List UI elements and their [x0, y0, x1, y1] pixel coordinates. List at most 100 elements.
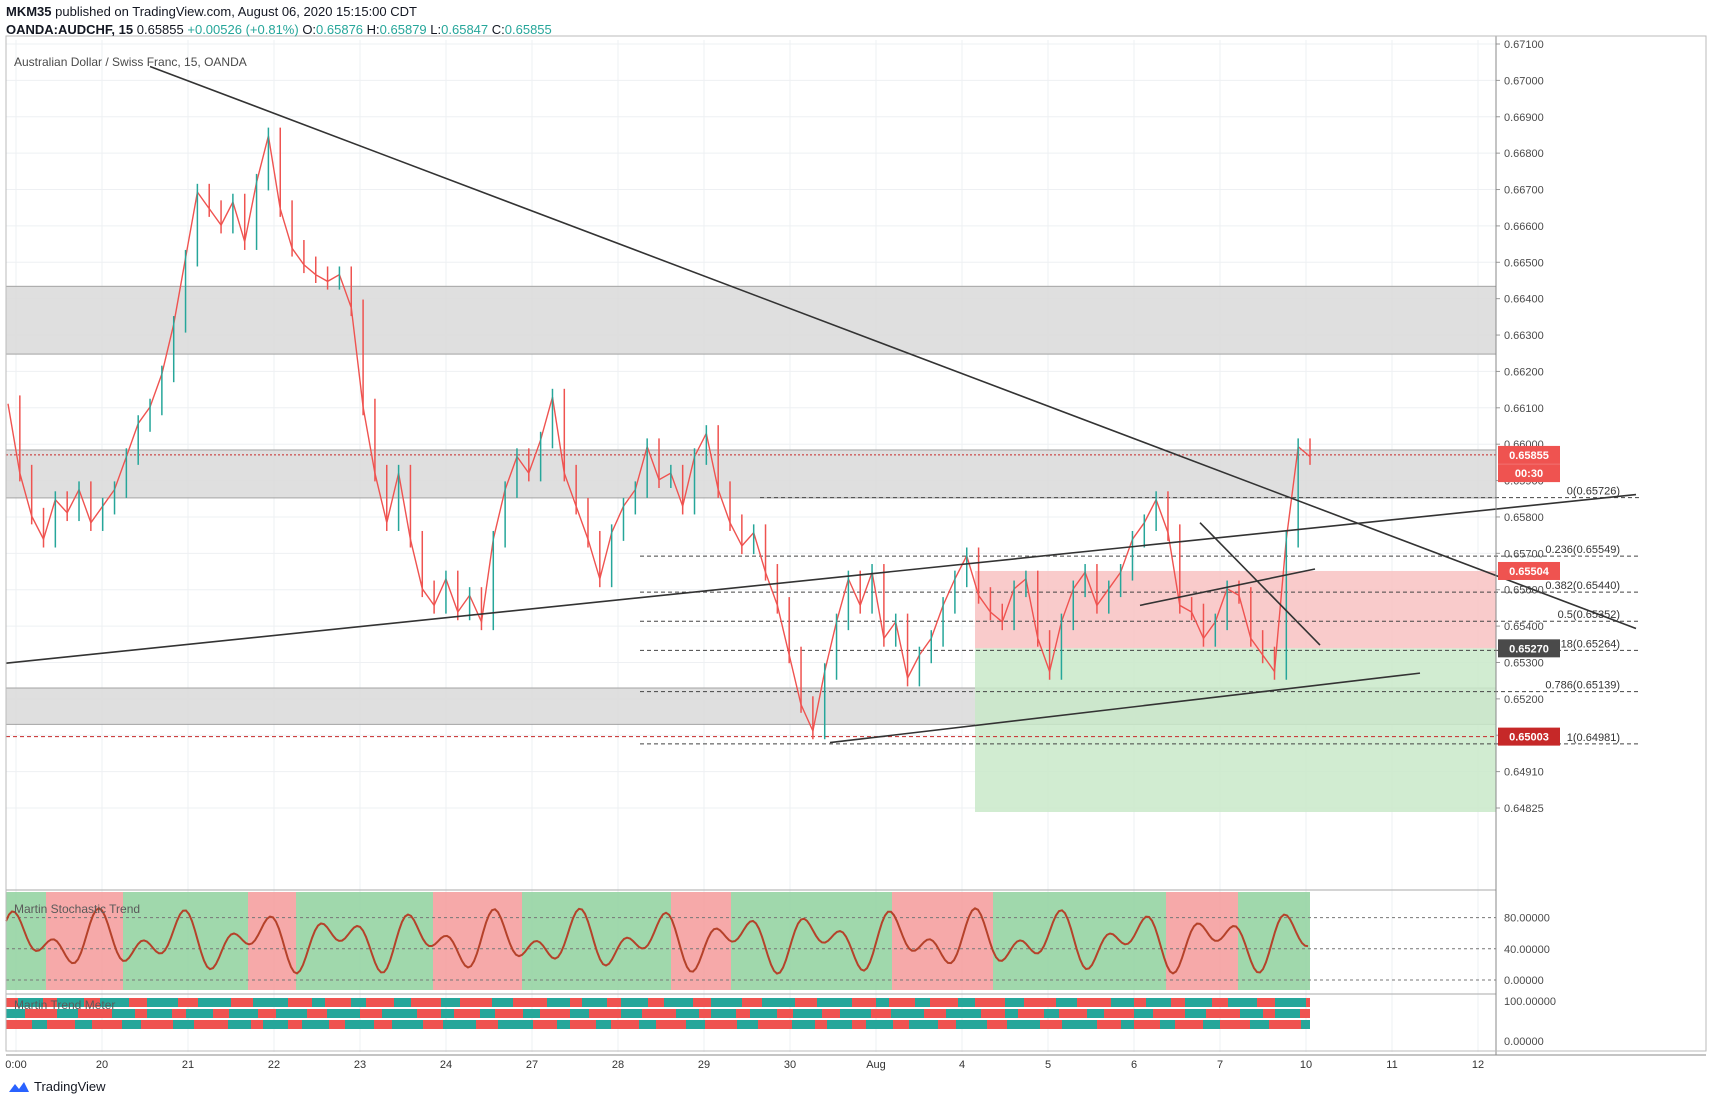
fib-level-label: 0.382(0.65440)	[1545, 580, 1620, 592]
meter-cell	[411, 998, 441, 1007]
x-tick-label: 20	[96, 1059, 108, 1071]
support-resistance-zones	[5, 285, 1497, 725]
meter-cell	[366, 998, 394, 1007]
x-tick-label: 10	[1300, 1059, 1312, 1071]
x-tick-label: 0:00	[5, 1059, 26, 1071]
meter-cell	[656, 1020, 686, 1029]
meter-cell	[460, 998, 492, 1007]
y-tick-label: 0.67100	[1504, 39, 1544, 51]
meter-cell	[705, 1020, 737, 1029]
low-label: L:	[430, 22, 442, 37]
stoch-band	[167, 892, 248, 990]
meter-cell	[621, 998, 648, 1007]
meter-cell	[263, 1020, 288, 1029]
y-tick-label: 0.65300	[1504, 657, 1544, 669]
meter-cell	[394, 998, 411, 1007]
publisher[interactable]: MKM35	[6, 4, 52, 19]
meter-cell	[795, 998, 817, 1007]
meter-cell	[596, 1020, 611, 1029]
meter-cell	[441, 998, 460, 1007]
meter-cell	[737, 1020, 758, 1029]
trend-lines	[5, 65, 1637, 744]
meter-cell	[889, 998, 915, 1007]
meter-cell	[173, 1020, 194, 1029]
high-label: H:	[366, 22, 380, 37]
high-value: 0.65879	[379, 22, 427, 37]
meter-cell	[648, 998, 664, 1007]
meter-cell	[1185, 1009, 1206, 1018]
meter-cell	[1044, 1009, 1059, 1018]
x-tick-label: 12	[1472, 1059, 1484, 1071]
meter-cell	[57, 998, 84, 1007]
meter-cell	[1018, 1009, 1044, 1018]
meter-cell	[476, 1020, 498, 1029]
fib-level-label: 0.618(0.65264)	[1545, 638, 1620, 650]
meter-cell	[1077, 998, 1111, 1007]
open-label: O:	[302, 22, 317, 37]
meter-cell	[43, 998, 57, 1007]
meter-cell	[664, 998, 693, 1007]
meter-cell	[1097, 1020, 1121, 1029]
x-tick-label: 7	[1217, 1059, 1223, 1071]
meter-cell	[1134, 998, 1146, 1007]
stoch-band	[1061, 892, 1166, 990]
meter-cell	[288, 1020, 302, 1029]
meter-cell	[1062, 1020, 1097, 1029]
meter-cell	[676, 1009, 699, 1018]
meter-cell	[1257, 998, 1275, 1007]
meter-cell	[570, 1020, 596, 1029]
meter-cell	[827, 1020, 852, 1029]
price-tag-label: 0.65855	[1509, 450, 1549, 462]
meter-cell	[231, 998, 253, 1007]
meter-cell	[251, 1020, 263, 1029]
meter-cell	[852, 1020, 866, 1029]
meter-cell	[441, 1009, 454, 1018]
meter-cell	[1175, 1020, 1203, 1029]
meter-cell	[793, 1009, 822, 1018]
meter-cell	[178, 998, 198, 1007]
price-tag-label: 0.65003	[1509, 732, 1549, 744]
meter-cell	[642, 1009, 676, 1018]
fib-level-label: 0.786(0.65139)	[1545, 680, 1620, 692]
footer: TradingView	[8, 1079, 106, 1094]
fib-level-label: 0.236(0.65549)	[1545, 544, 1620, 556]
meter-cell	[639, 1020, 656, 1029]
stoch-band	[6, 892, 46, 990]
stochastic-pane	[5, 889, 1496, 990]
meter-cell	[1185, 998, 1212, 1007]
meter-cell	[253, 998, 288, 1007]
meter-cell	[135, 1009, 147, 1018]
meter-cell	[750, 1009, 777, 1018]
price-tags: 0.65855 00:30 0.65504 0.65270 0.65003	[1498, 445, 1560, 746]
x-tick-label: Aug	[866, 1059, 886, 1071]
meter-cell	[621, 1009, 642, 1018]
meter-cell	[186, 1009, 213, 1018]
x-tick-label: 23	[354, 1059, 366, 1071]
meter-cell	[523, 1009, 540, 1018]
y-tick-label: 0.66600	[1504, 221, 1544, 233]
meter-cell	[570, 1009, 589, 1018]
stoch-tick-label: 40.00000	[1504, 944, 1550, 956]
y-tick-label: 0.65400	[1504, 621, 1544, 633]
meter-cell	[1104, 1009, 1134, 1018]
meter-cell	[25, 1009, 57, 1018]
published-text: published on TradingView.com, August 06,…	[55, 4, 417, 19]
stoch-band	[578, 892, 671, 990]
price-tag-label: 0.65270	[1509, 643, 1549, 655]
meter-cell	[1171, 998, 1185, 1007]
meter-cell	[198, 998, 231, 1007]
symbol[interactable]: OANDA:AUDCHF, 15	[6, 22, 134, 37]
meter-cell	[492, 998, 513, 1007]
y-tick-label: 0.64910	[1504, 767, 1544, 779]
x-tick-label: 22	[268, 1059, 280, 1071]
meter-cell	[946, 1009, 981, 1018]
meter-tick-label: 100.00000	[1504, 996, 1556, 1008]
meter-cell	[1007, 1020, 1040, 1029]
tradingview-logo-icon	[9, 1081, 29, 1092]
meter-cell	[711, 1009, 736, 1018]
footer-brand[interactable]: TradingView	[34, 1079, 106, 1094]
meter-cell	[822, 1009, 840, 1018]
meter-cell	[975, 998, 1005, 1007]
meter-cell	[852, 998, 876, 1007]
